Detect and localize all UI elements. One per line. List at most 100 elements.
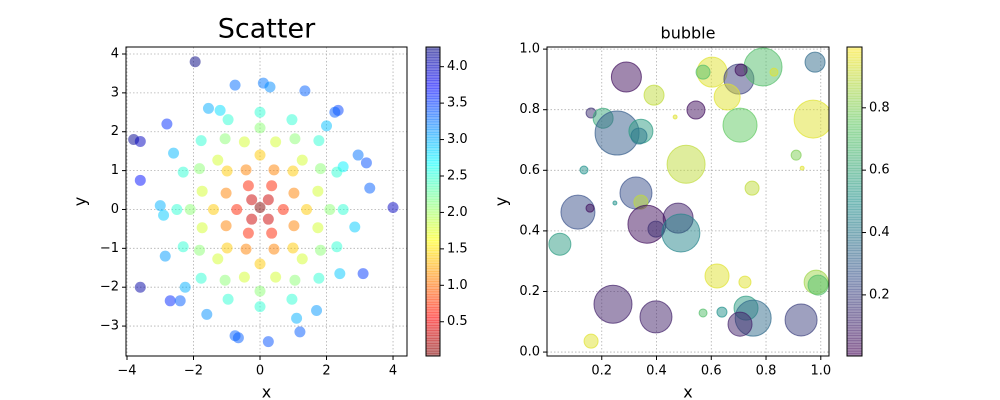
point [246,194,258,206]
colorbar-step [847,301,862,305]
point [214,104,226,116]
colorbar-step [426,129,440,133]
point [287,165,299,177]
axes-frame [546,46,830,357]
point [352,149,364,161]
colorbar-step [847,106,862,110]
colorbar-tick-label: 1.5 [447,241,468,256]
bubble [734,63,748,77]
colorbar-step [426,219,440,223]
colorbar-step [426,343,440,347]
colorbar-step [847,253,862,257]
bubble [713,83,741,111]
colorbar-step [426,255,440,259]
point [220,187,232,199]
colorbar-step [847,214,862,218]
colorbar-step [426,340,440,344]
colorbar-step [847,234,862,239]
colorbar-step [847,312,862,316]
colorbar-step [847,93,862,97]
colorbar-step [426,183,440,187]
colorbar-step [426,170,440,174]
y-tick-label: −3 [100,319,119,334]
colorbar-step [847,263,862,267]
colorbar-step [426,291,440,295]
point [289,133,301,145]
colorbar-frame [846,46,863,357]
colorbar-step [847,129,862,133]
colorbar-step [847,72,862,76]
bubble [790,149,802,161]
colorbar-step [426,90,440,94]
y-tick-label: 0.4 [519,223,540,238]
colorbar-step [847,343,862,347]
colorbar-step [426,237,440,241]
colorbar-step [426,111,440,115]
point [266,227,278,239]
colorbar-step [426,301,440,305]
colorbar-step [847,294,862,298]
colorbar-step [426,278,440,282]
colorbar-step [426,245,440,249]
colorbar-step [426,317,440,321]
colorbar-step [847,157,862,161]
colorbar-step [847,289,862,293]
bubble [793,99,829,139]
point [287,242,299,254]
colorbar-step [847,330,862,334]
point [242,180,254,192]
point [329,106,341,118]
point [202,102,214,114]
colorbar-step [426,113,440,118]
colorbar-step [847,67,862,71]
colorbar-step [426,209,440,213]
point [254,285,266,297]
colorbar-step [847,80,862,84]
y-tick-label: 0.2 [519,284,540,299]
colorbar-step [847,116,862,120]
colorbar-step [426,296,440,300]
colorbar-step [426,188,440,192]
colorbar-step [847,59,862,63]
colorbar-step [847,286,862,290]
colorbar-step [847,83,862,87]
colorbar-step [426,319,440,324]
point [301,203,313,215]
colorbar-step [426,62,440,66]
colorbar-step [847,350,862,354]
colorbar-step [426,204,440,208]
colorbar-step [426,101,440,105]
point [291,312,303,324]
y-tick-label: 0.6 [519,163,540,178]
colorbar-step [426,70,440,74]
x-axis-label: x [683,383,692,400]
point [288,187,300,199]
colorbar-step [847,101,862,105]
colorbar-step [426,260,440,264]
plot-area [128,56,399,348]
point [195,135,207,147]
colorbar-step [426,198,440,202]
bubble [666,144,706,184]
bubble [744,180,760,196]
colorbar-step [847,258,862,262]
point [270,136,282,148]
colorbar-step [847,95,862,99]
bubble [585,203,595,213]
colorbar-step [847,337,862,342]
colorbar-step [426,162,440,166]
point [222,114,234,126]
colorbar-step [426,93,440,97]
point [219,274,231,286]
colorbar-step [847,191,862,195]
point [315,244,327,256]
point [201,308,213,320]
colorbar-step [426,206,440,210]
colorbar-step [847,180,862,184]
colorbar-step [426,75,440,79]
point [240,243,252,255]
colorbar-step [847,276,862,280]
colorbar-step [426,335,440,339]
colorbar-step [426,95,440,99]
